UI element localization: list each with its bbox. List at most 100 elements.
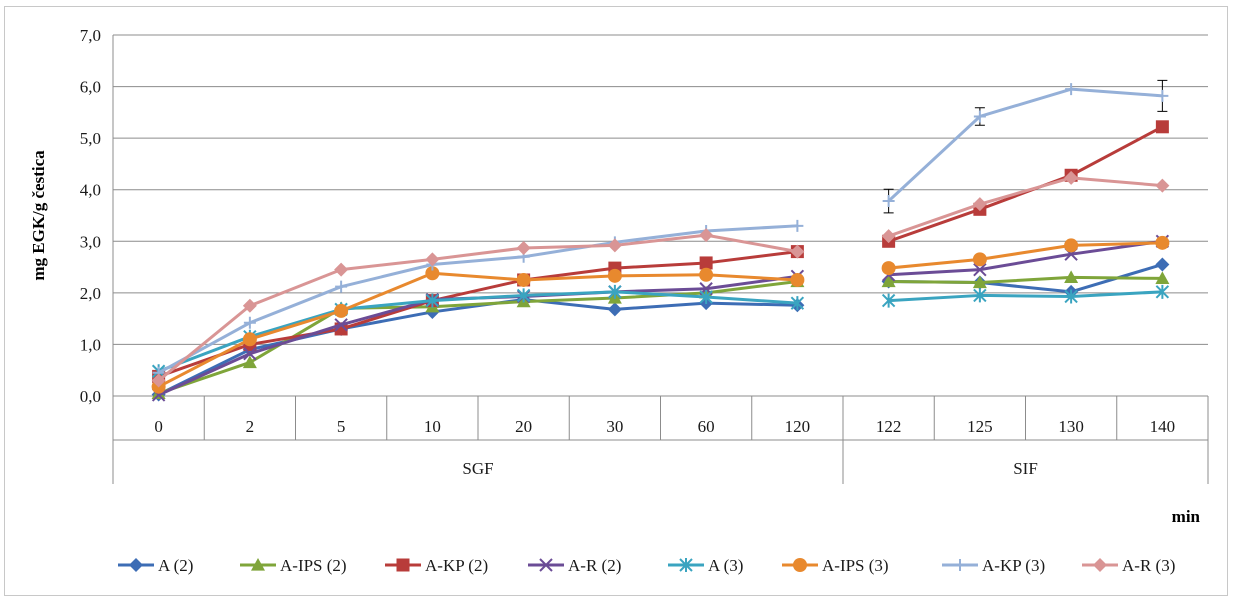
- legend-marker: [679, 558, 693, 572]
- data-point: [699, 228, 714, 243]
- x-group-label: SIF: [1013, 459, 1038, 478]
- series-3: [151, 234, 1170, 402]
- x-tick-label: 5: [337, 417, 346, 436]
- series-line: [157, 271, 798, 389]
- x-group-label: SGF: [462, 459, 493, 478]
- legend-marker: [539, 558, 553, 572]
- x-tick-label: 130: [1058, 417, 1084, 436]
- legend-item: A-KP (3): [942, 556, 1045, 575]
- legend-item: A (3): [668, 556, 743, 575]
- series-line: [158, 250, 798, 378]
- x-tick-label: 60: [698, 417, 715, 436]
- legend-item: A-KP (2): [385, 556, 488, 575]
- data-point: [1064, 238, 1079, 253]
- y-tick-label: 5,0: [80, 129, 101, 148]
- data-point: [790, 272, 805, 287]
- data-point: [972, 252, 987, 267]
- series-7: [151, 170, 1170, 388]
- data-point: [881, 274, 896, 288]
- legend-item: A-IPS (3): [782, 556, 889, 575]
- legend-marker: [793, 558, 807, 572]
- data-point: [607, 302, 622, 317]
- data-point: [1064, 170, 1079, 185]
- legend-marker: [1093, 558, 1107, 572]
- data-point: [334, 262, 349, 277]
- series-line: [888, 239, 1163, 277]
- data-point: [1155, 284, 1170, 299]
- data-point: [151, 373, 166, 388]
- data-point: [242, 298, 257, 313]
- data-point: [790, 244, 805, 259]
- y-tick-label: 1,0: [80, 335, 101, 354]
- series-line: [887, 87, 1163, 203]
- data-point: [881, 293, 896, 308]
- data-point: [1155, 235, 1170, 250]
- x-tick-label: 10: [424, 417, 441, 436]
- data-point: [1155, 257, 1170, 272]
- series-line: [888, 125, 1164, 243]
- series-line: [888, 176, 1163, 238]
- data-point: [699, 289, 713, 304]
- x-tick-label: 0: [154, 417, 163, 436]
- series-line: [157, 233, 798, 382]
- series-6: [152, 79, 1169, 379]
- data-point: [881, 261, 896, 276]
- data-point: [973, 288, 987, 303]
- y-tick-label: 4,0: [80, 181, 101, 200]
- series-line: [158, 290, 798, 373]
- series-line: [888, 290, 1163, 303]
- series-line: [158, 280, 798, 395]
- series-line: [157, 224, 798, 375]
- legend-item: A-R (3): [1082, 556, 1175, 575]
- data-point: [243, 316, 256, 329]
- data-point: [1156, 89, 1169, 102]
- legend-item: A-R (2): [528, 556, 621, 575]
- data-point: [1155, 178, 1170, 193]
- legend-item: A (2): [118, 556, 193, 575]
- data-point: [425, 293, 440, 308]
- legend-label: A-IPS (3): [822, 556, 889, 575]
- data-point: [973, 262, 987, 277]
- data-point: [335, 280, 348, 293]
- legend-marker: [129, 558, 143, 572]
- data-point: [607, 238, 622, 253]
- y-tick-label: 3,0: [80, 232, 101, 251]
- data-point: [1064, 289, 1078, 304]
- data-point: [1065, 83, 1078, 96]
- y-tick-label: 6,0: [80, 78, 101, 97]
- data-point: [973, 110, 986, 123]
- x-tick-label: 140: [1150, 417, 1176, 436]
- legend-label: A (3): [708, 556, 743, 575]
- data-point: [791, 219, 804, 232]
- x-axis-title: min: [1172, 507, 1201, 526]
- data-point: [1155, 271, 1170, 285]
- data-point: [242, 355, 257, 369]
- data-point: [607, 268, 622, 283]
- legend-label: A-R (3): [1122, 556, 1175, 575]
- data-point: [699, 267, 714, 282]
- chart-frame: [4, 6, 1228, 596]
- x-tick-label: 2: [246, 417, 255, 436]
- series-line: [157, 298, 798, 396]
- x-tick-label: 122: [876, 417, 902, 436]
- y-tick-label: 7,0: [80, 26, 101, 45]
- legend-label: A-KP (3): [982, 556, 1045, 575]
- data-point: [699, 256, 713, 270]
- data-point: [882, 195, 895, 208]
- x-tick-label: 30: [606, 417, 623, 436]
- y-axis-title: mg EGK/g čestica: [29, 150, 48, 281]
- legend-marker: [954, 559, 966, 571]
- data-point: [334, 303, 349, 318]
- data-point: [243, 347, 257, 361]
- series-5: [151, 235, 1170, 394]
- x-tick-label: 120: [785, 417, 811, 436]
- data-point: [1064, 270, 1079, 283]
- data-point: [425, 266, 440, 281]
- data-point: [972, 197, 987, 212]
- data-point: [242, 332, 257, 347]
- data-point: [516, 288, 531, 303]
- legend-label: A (2): [158, 556, 193, 575]
- data-point: [972, 275, 987, 289]
- data-point: [334, 318, 348, 332]
- legend-marker: [251, 558, 265, 571]
